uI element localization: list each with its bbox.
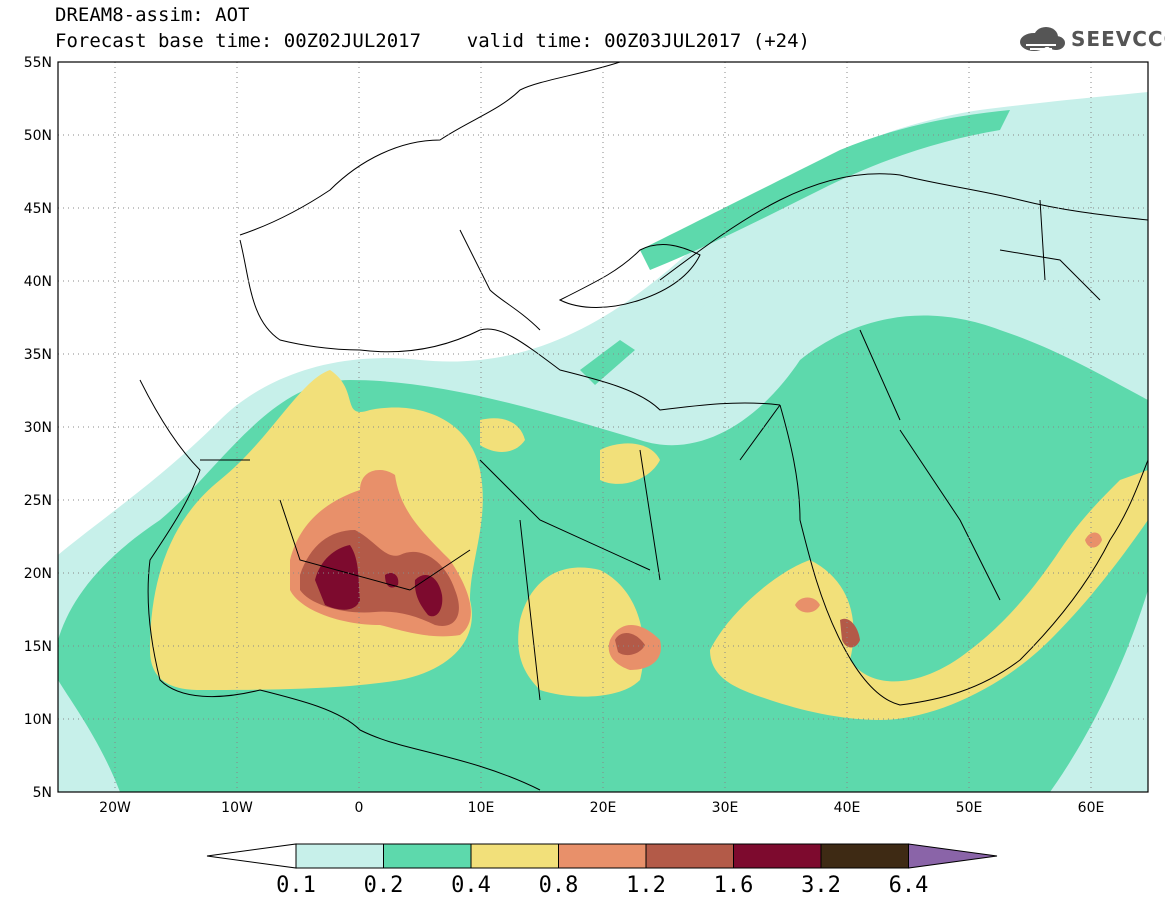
colorbar-label: 6.4 [889,873,929,898]
map-title: DREAM8-assim: AOT [55,4,250,26]
lat-label: 10N [24,712,52,728]
colorbar-label: 0.4 [451,873,491,898]
lat-label: 55N [24,55,52,71]
colorbar-swatch [470,843,559,869]
lon-label: 10E [468,800,495,816]
lat-label: 45N [24,201,52,217]
colorbar-swatch [645,843,734,869]
colorbar-label: 1.2 [626,873,666,898]
aot-contour-l4 [1085,532,1102,548]
cloud-icon [1020,27,1065,51]
aot-field [58,62,1148,792]
longitude-labels: 20W 10W 0 10E 20E 30E 40E 50E 60E [99,800,1104,816]
lon-label: 30E [712,800,739,816]
colorbar-label: 0.1 [276,873,316,898]
colorbar-label: 1.6 [714,873,754,898]
colorbar-label: 0.2 [364,873,404,898]
aot-contour-l5 [615,633,645,656]
lon-label: 0 [355,800,364,816]
colorbar-label: 0.8 [539,873,579,898]
colorbar-high-arrow [908,843,998,869]
aot-contour-l4 [795,597,820,613]
aot-contour-l6 [414,575,443,617]
lon-label: 20E [590,800,617,816]
lon-label: 60E [1078,800,1105,816]
lat-label: 25N [24,493,52,509]
gridlines [58,62,1148,792]
lat-label: 5N [33,785,52,801]
aot-contour-l3 [518,567,644,697]
colorbar-swatch [558,843,647,869]
colorbar: 0.1 0.2 0.4 0.8 1.2 1.6 3.2 6.4 [206,843,998,898]
colorbar-swatch [295,843,384,869]
lat-label: 30N [24,420,52,436]
colorbar-low-arrow [206,843,297,869]
lon-label: 40E [834,800,861,816]
aot-contour-l1 [960,200,1148,332]
seevccc-logo: SEEVCCC [1016,25,1165,55]
colorbar-swatch [383,843,472,869]
aot-contour-l3 [710,470,1148,720]
map-subtitle: Forecast base time: 00Z02JUL2017 valid t… [55,30,810,52]
colorbar-swatch [733,843,822,869]
map-frame [57,61,1149,793]
lon-label: 10W [221,800,253,816]
lat-label: 40N [24,274,52,290]
lon-label: 20W [99,800,131,816]
lon-label: 50E [956,800,983,816]
lat-label: 15N [24,639,52,655]
coastlines [139,62,1148,791]
colorbar-label: 3.2 [801,873,841,898]
aot-contour-l2 [640,110,1010,270]
aot-contour-l3 [600,443,660,484]
aot-contour-l5 [840,618,860,648]
colorbar-swatch [820,843,909,869]
lat-label: 20N [24,566,52,582]
latitude-labels: 55N 50N 45N 40N 35N 30N 25N 20N 15N 10N … [24,55,52,801]
lat-label: 35N [24,347,52,363]
aot-contour-l2 [580,340,635,385]
lat-label: 50N [24,128,52,144]
logo-text: SEEVCCC [1071,27,1165,51]
aot-contour-l6 [315,545,360,610]
